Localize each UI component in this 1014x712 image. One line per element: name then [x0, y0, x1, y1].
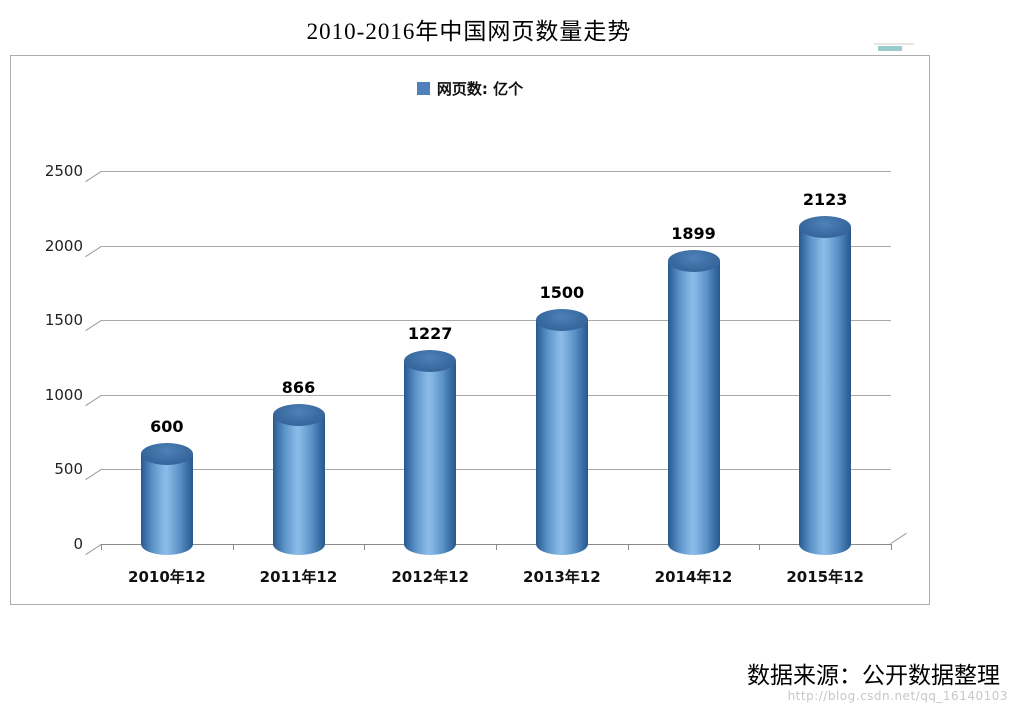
axis-tick	[496, 544, 497, 550]
y-tick-label: 1500	[44, 311, 83, 330]
gridline-perspective-segment	[85, 469, 102, 481]
cylinder-bar	[272, 403, 325, 556]
x-category-label: 2011年12	[259, 568, 338, 586]
cylinder-bar	[667, 249, 720, 556]
y-tick-label: 1000	[44, 385, 83, 404]
y-tick-label: 500	[54, 460, 83, 479]
axis-tick	[759, 544, 761, 550]
x-category-label: 2015年12	[786, 568, 864, 586]
artifact-dash	[878, 46, 902, 51]
gridline	[101, 171, 891, 172]
y-tick-label: 2000	[44, 236, 83, 255]
gridline-perspective-segment	[85, 170, 102, 183]
y-tick-label: 2500	[44, 162, 83, 180]
bar-value-label: 1500	[539, 283, 585, 303]
bar-value-label: 866	[281, 377, 316, 397]
axis-tick	[232, 544, 234, 550]
gridline-perspective-segment	[85, 394, 102, 406]
gridline	[101, 245, 891, 247]
axis-tick	[364, 544, 366, 550]
y-tick-label: 0	[73, 535, 83, 553]
gridline	[101, 469, 891, 471]
gridline	[101, 394, 891, 396]
chart-legend: 网页数: 亿个	[11, 78, 929, 99]
source-note: 数据来源：公开数据整理	[747, 663, 1000, 688]
bar-value-label: 600	[150, 417, 184, 437]
x-category-label: 2010年12	[128, 568, 206, 586]
chart-frame: 网页数: 亿个 0 500 1000 1500 2000 2500 600 866 1227 15…	[10, 55, 930, 605]
x-category-label: 2013年12	[523, 568, 601, 586]
gridline-perspective-segment	[85, 543, 102, 556]
axis-tick	[101, 544, 102, 550]
legend-label: 网页数: 亿个	[436, 80, 524, 98]
cylinder-bar	[404, 349, 457, 556]
gridline-perspective-segment	[85, 320, 102, 332]
gridline	[101, 320, 891, 322]
cylinder-bar	[535, 309, 588, 555]
artifact-line	[874, 43, 914, 45]
x-category-label: 2012年12	[391, 568, 469, 586]
bar-value-label: 1899	[671, 223, 716, 243]
floor-edge-segment	[890, 532, 907, 545]
axis-tick	[627, 544, 629, 550]
axis-tick	[891, 544, 892, 550]
chart-title: 2010-2016年中国网页数量走势	[306, 19, 632, 44]
cylinder-bar	[799, 216, 852, 555]
bar-value-label: 1227	[407, 323, 453, 343]
bar-value-label: 2123	[802, 190, 848, 210]
x-category-label: 2014年12	[654, 568, 733, 586]
legend-swatch-icon	[416, 82, 430, 95]
gridline-perspective-segment	[85, 245, 102, 257]
cylinder-bar	[140, 443, 193, 555]
watermark: http://blog.csdn.net/qq_16140103	[787, 689, 1008, 703]
